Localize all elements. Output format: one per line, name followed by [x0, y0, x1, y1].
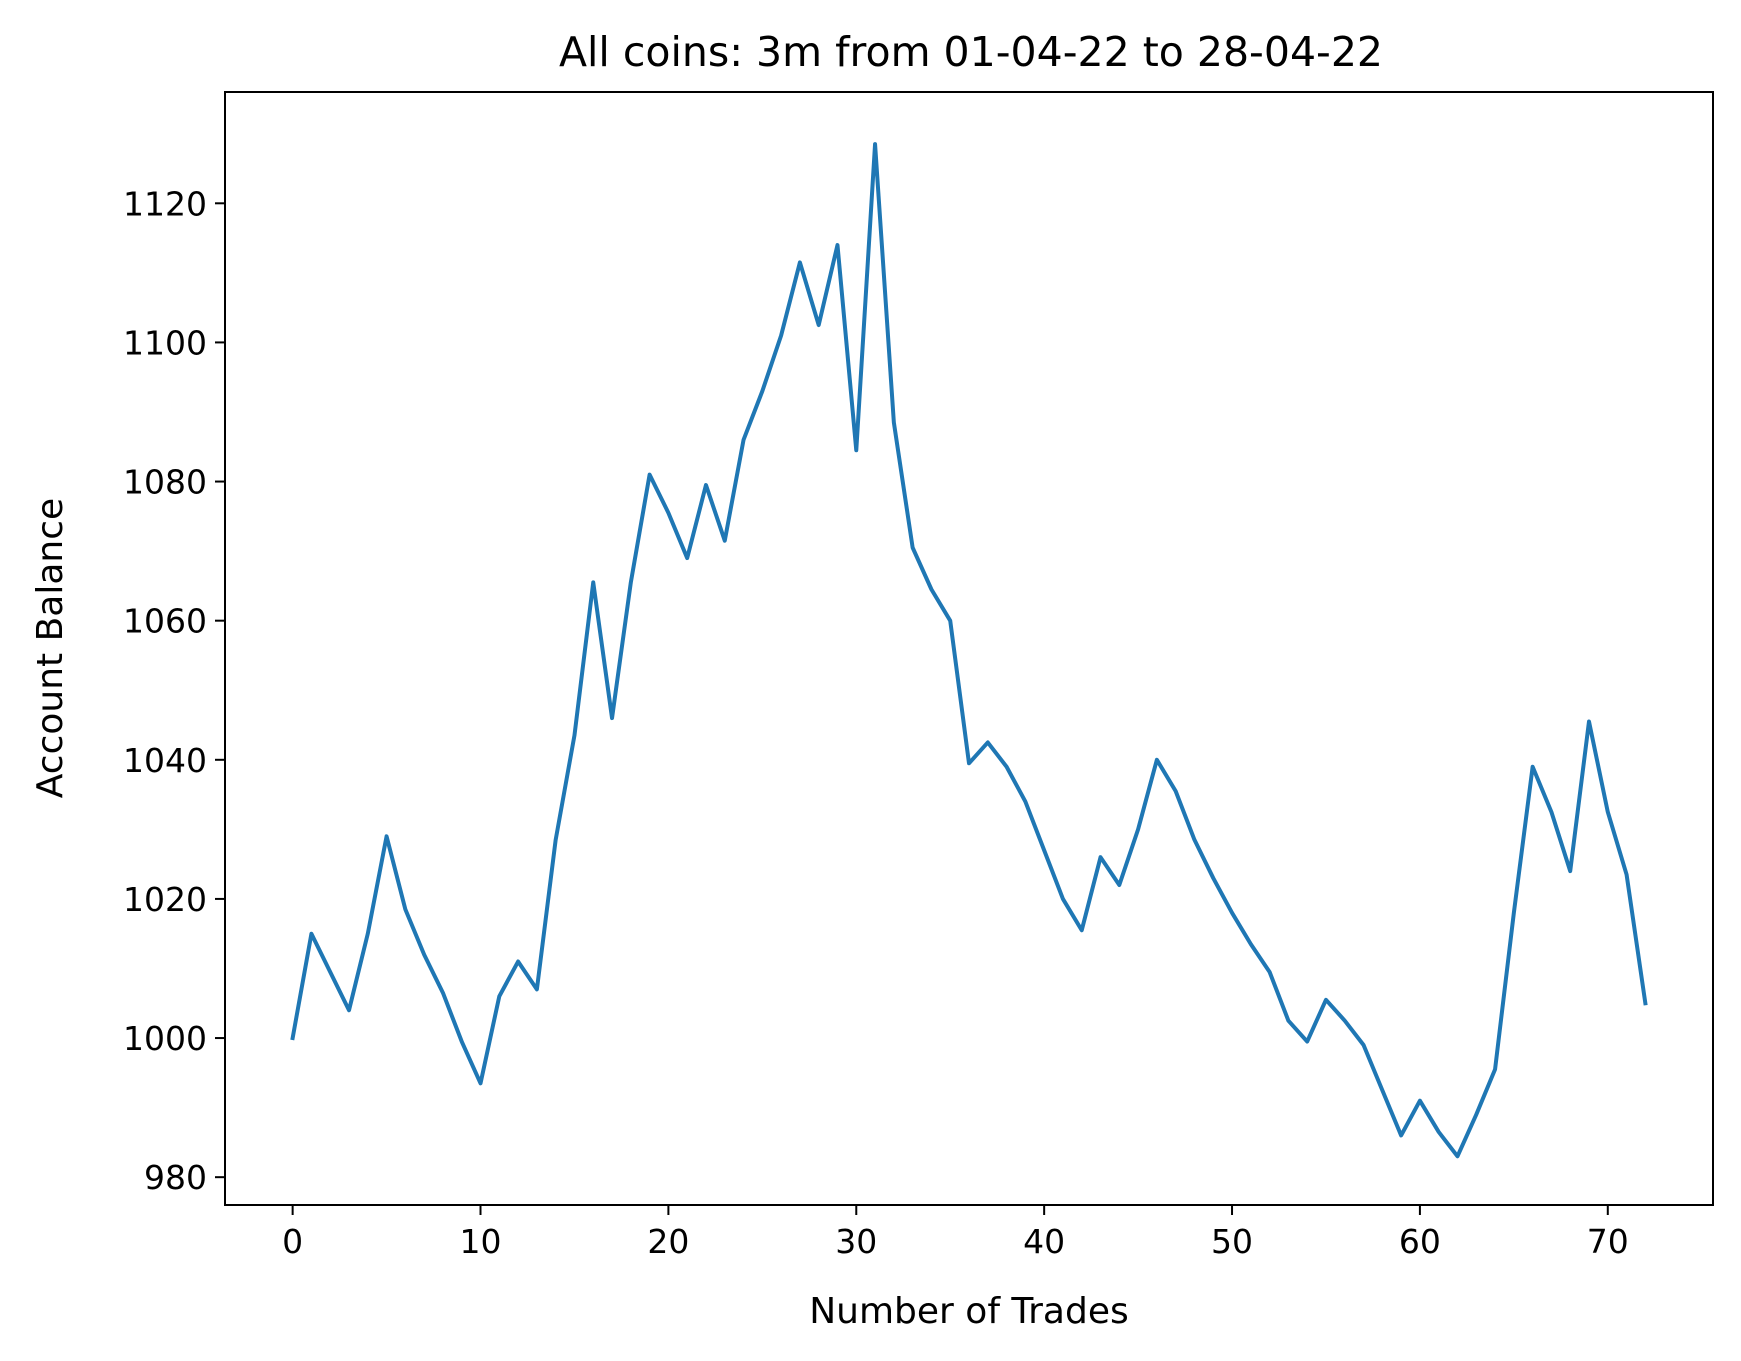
y-tick-label: 1100	[123, 323, 207, 362]
x-tick-label: 20	[647, 1222, 689, 1261]
x-tick-label: 0	[282, 1222, 303, 1261]
y-tick-label: 1060	[123, 602, 207, 641]
x-tick-label: 60	[1399, 1222, 1441, 1261]
x-tick-label: 30	[835, 1222, 877, 1261]
x-axis: 0 10 20 30 40 50 60 70	[282, 1205, 1629, 1261]
y-tick-label: 980	[144, 1158, 207, 1197]
plot-frame	[224, 91, 1714, 1206]
y-axis: 980 1000 1020 1040 1060 1080 1100 1120	[123, 184, 225, 1197]
account-balance-line	[290, 142, 1648, 1159]
x-tick-label: 70	[1587, 1222, 1629, 1261]
x-tick-label: 50	[1211, 1222, 1253, 1261]
chart-title: All coins: 3m from 01-04-22 to 28-04-22	[559, 28, 1383, 76]
plot-area	[290, 142, 1648, 1159]
y-tick-label: 1000	[123, 1019, 207, 1058]
y-tick-label: 1120	[123, 184, 207, 223]
y-tick-label: 1040	[123, 741, 207, 780]
x-tick-label: 10	[460, 1222, 502, 1261]
y-axis-label: Account Balance	[30, 498, 71, 798]
x-axis-label: Number of Trades	[809, 1291, 1129, 1332]
x-tick-label: 40	[1023, 1222, 1065, 1261]
y-tick-label: 1080	[123, 463, 207, 502]
y-tick-label: 1020	[123, 880, 207, 919]
